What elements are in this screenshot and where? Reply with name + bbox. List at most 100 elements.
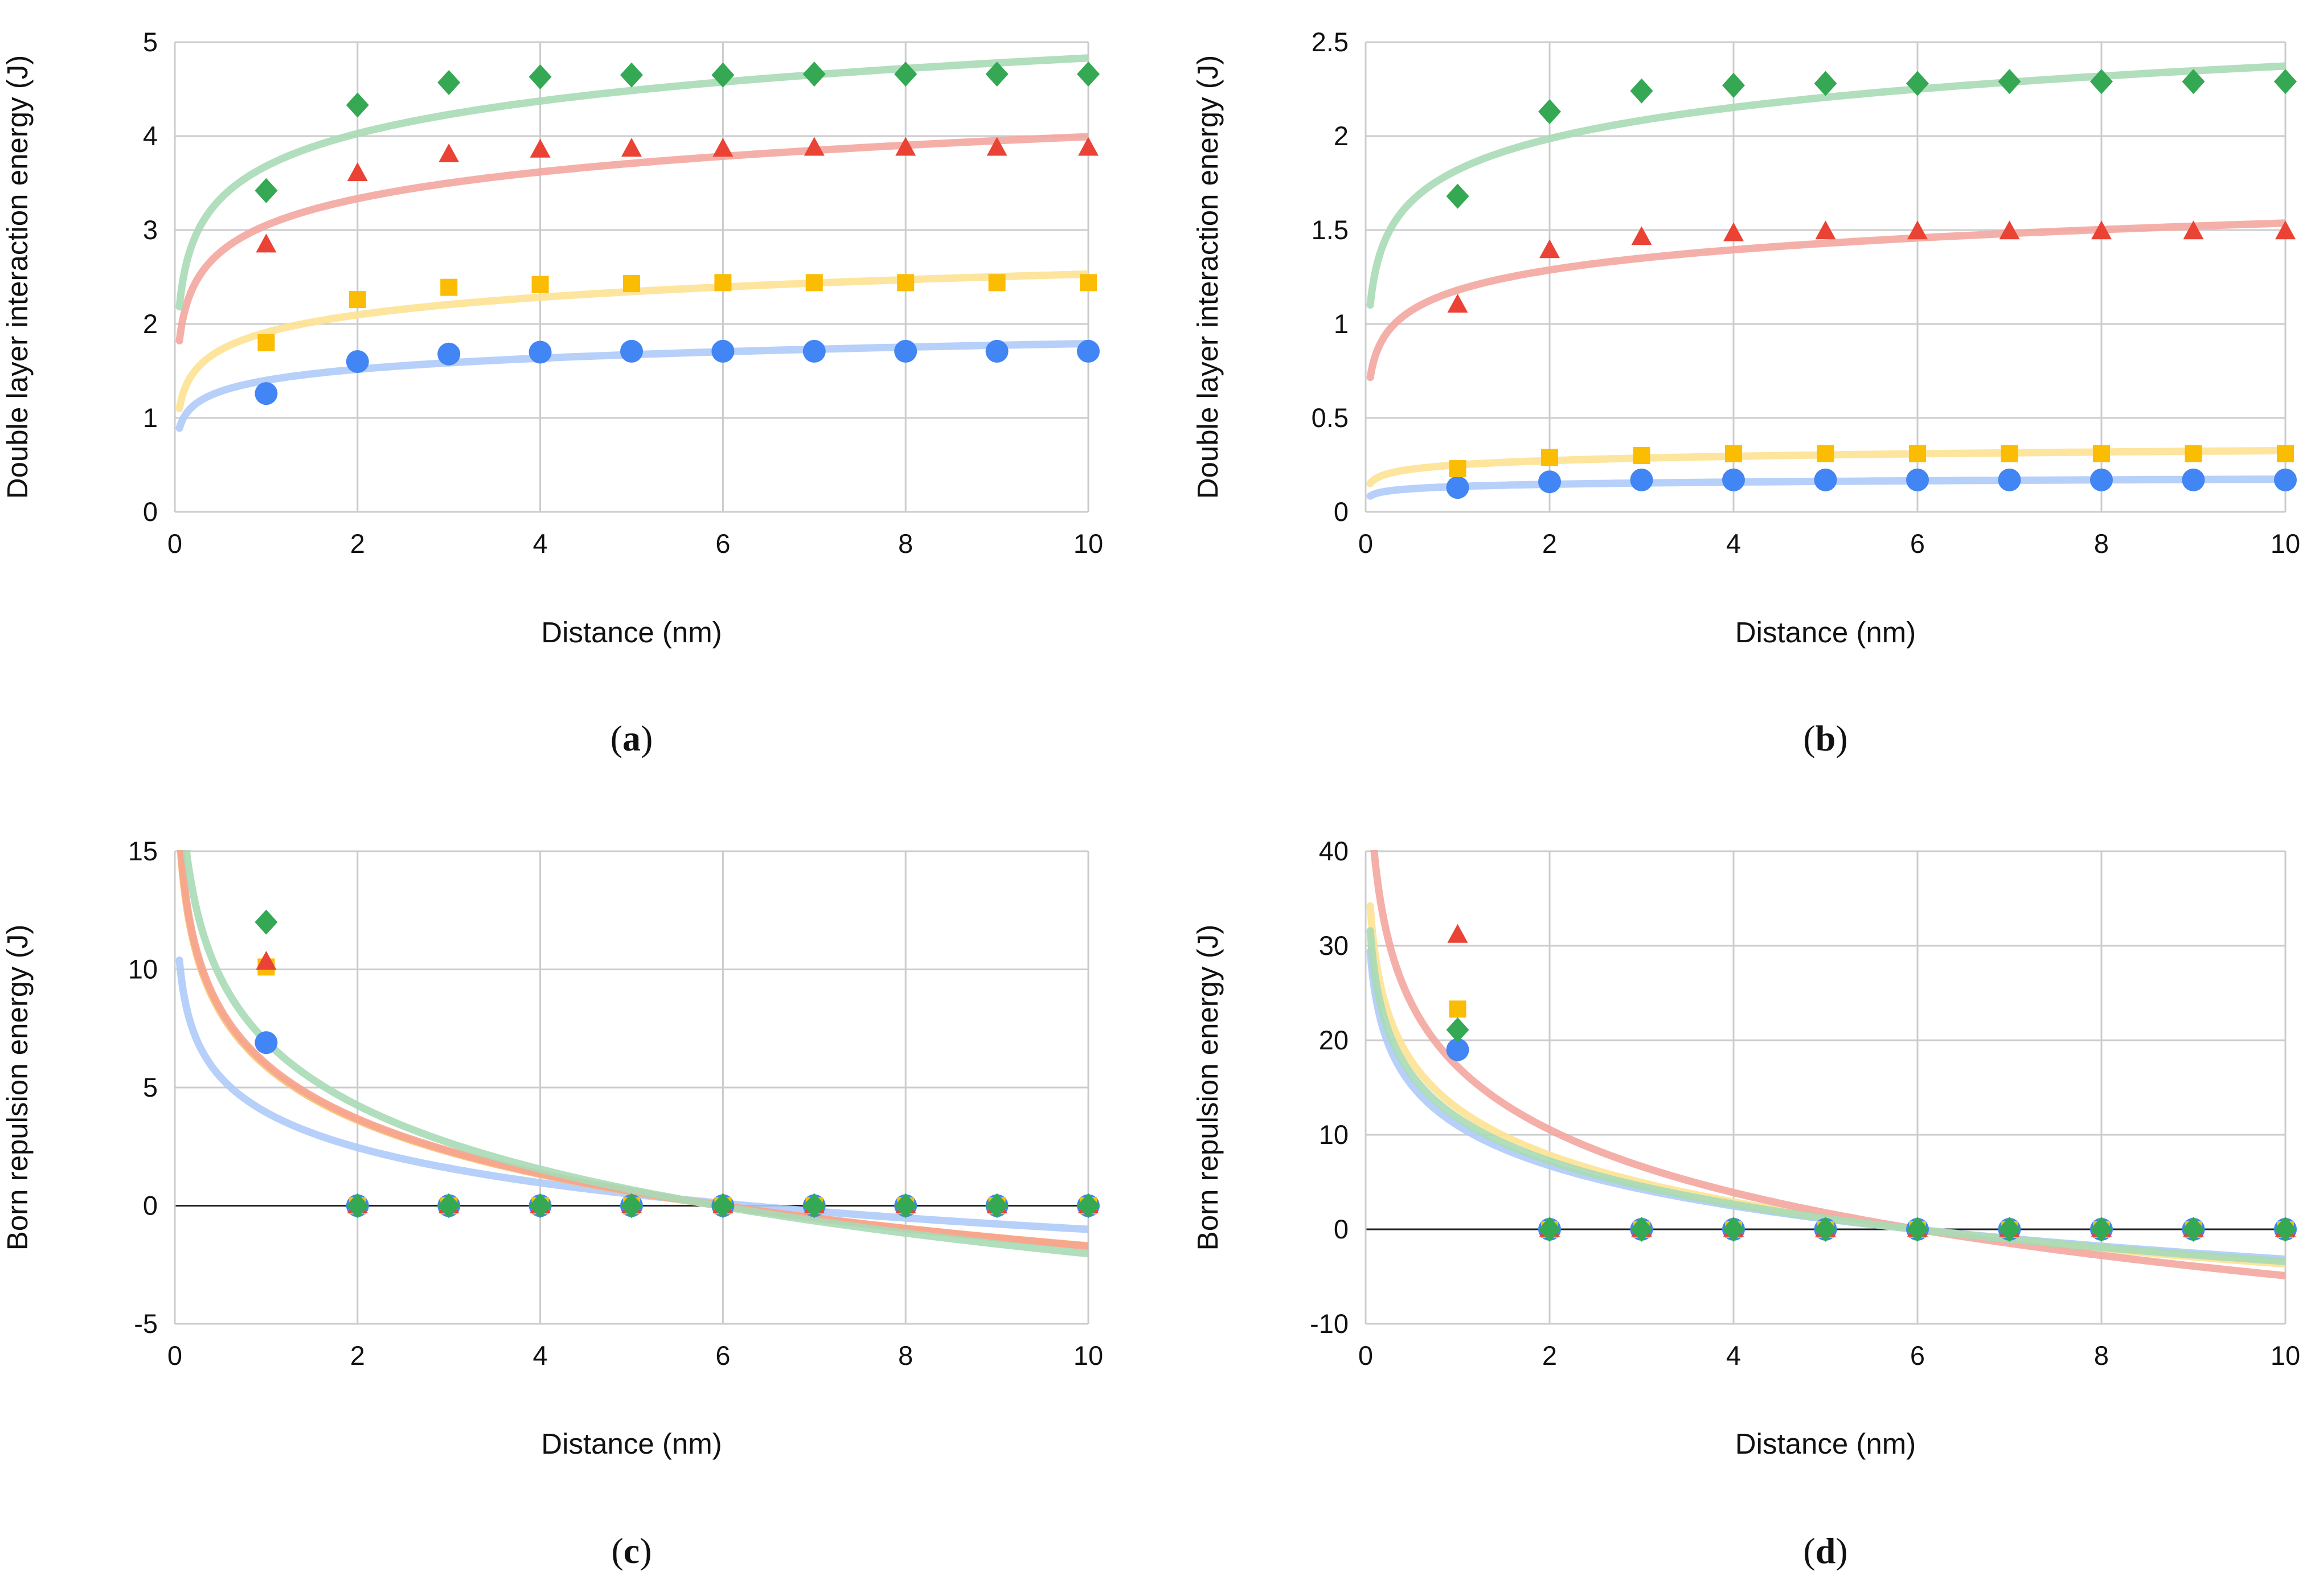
x-tick-label: 0 [167, 528, 182, 559]
data-point-yellow [1909, 445, 1926, 462]
trendline-green [182, 850, 1088, 1258]
x-tick-label: 2 [1542, 528, 1557, 559]
data-point-blue [1446, 1038, 1469, 1061]
data-point-yellow [1541, 449, 1558, 466]
data-point-blue [2182, 468, 2205, 491]
x-tick-label: 10 [2271, 1340, 2300, 1371]
panel-caption: (d) [1803, 1531, 1847, 1571]
y-tick-label: 10 [1319, 1119, 1349, 1150]
data-point-red [530, 138, 551, 158]
data-point-blue [528, 340, 552, 364]
data-point-red [256, 233, 277, 253]
trendline-green [1366, 927, 2285, 1265]
data-point-green [894, 61, 917, 87]
data-point-blue [1446, 476, 1469, 499]
panel-a: 0 1 2 3 4 5 0 2 4 6 8 10 Distance (nm) Double layer i… [1, 27, 1103, 758]
x-tick-label: 2 [350, 1340, 365, 1371]
trendline-red [175, 133, 1088, 344]
data-point-blue [255, 1031, 278, 1055]
data-point-green [528, 1193, 552, 1218]
panel-b: 0 0.5 1 1.5 2 2.5 0 2 4 6 8 10 Distance (nm) Double l… [1191, 27, 2300, 758]
data-point-blue [711, 339, 735, 363]
x-tick-label: 2 [1542, 1340, 1557, 1371]
panel-caption: (c) [611, 1531, 652, 1571]
data-point-red [1447, 294, 1468, 313]
data-point-green [620, 62, 643, 88]
x-tick-label: 8 [898, 1340, 913, 1371]
data-point-blue [1077, 339, 1100, 363]
y-tick-label: -5 [134, 1308, 158, 1339]
x-tick-label: 4 [533, 1340, 548, 1371]
data-point-green [1446, 1017, 1469, 1043]
data-point-green [255, 178, 278, 203]
panel-caption: (a) [610, 718, 653, 758]
data-point-green [1722, 72, 1745, 98]
data-point-yellow [1725, 445, 1742, 462]
data-point-green [1538, 1217, 1561, 1242]
data-point-blue [620, 339, 643, 363]
data-point-red [1539, 239, 1560, 259]
x-tick-label: 10 [1073, 1340, 1103, 1371]
x-tick-label: 0 [1358, 528, 1373, 559]
data-point-red [804, 137, 825, 156]
y-tick-label: 20 [1319, 1025, 1349, 1055]
data-point-blue [346, 350, 369, 373]
panel-d: -10 0 10 20 30 40 0 2 4 6 8 10 Distance (nm) Born rep… [1191, 836, 2300, 1571]
data-point-green [1722, 1217, 1745, 1242]
data-point-green [346, 1193, 369, 1218]
x-tick-label: 8 [2094, 1340, 2109, 1371]
trendline-yellow [177, 850, 1088, 1250]
data-point-green [1814, 71, 1837, 96]
y-tick-label: 1 [143, 403, 158, 433]
y-axis-title: Double layer interaction energy (J) [1191, 55, 1224, 499]
x-axis-title: Distance (nm) [541, 616, 722, 649]
data-point-yellow [1080, 274, 1097, 292]
trendline-red [177, 850, 1088, 1250]
data-point-green [802, 1193, 826, 1218]
panel-c: -5 0 5 10 15 0 2 4 6 8 10 Distance (nm) Born repulsi… [1, 836, 1103, 1571]
data-point-green [346, 92, 369, 118]
trendline-yellow [1366, 446, 2285, 487]
x-tick-label: 10 [2271, 528, 2300, 559]
data-point-yellow [440, 278, 458, 296]
data-point-yellow [988, 274, 1006, 292]
data-point-green [255, 909, 278, 935]
data-point-green [1077, 1193, 1100, 1218]
data-point-yellow [1449, 1000, 1466, 1018]
data-point-blue [894, 339, 917, 363]
trendline-red [1366, 219, 2285, 381]
data-point-green [2274, 1217, 2297, 1242]
data-point-red [1631, 226, 1652, 245]
x-tick-label: 2 [350, 528, 365, 559]
y-tick-label: 40 [1319, 836, 1349, 866]
data-point-blue [255, 382, 278, 405]
y-tick-label: 0 [143, 497, 158, 527]
data-point-green [1998, 1217, 2021, 1242]
x-tick-label: 6 [1910, 1340, 1925, 1371]
y-tick-label: 5 [143, 27, 158, 57]
data-point-red [1723, 222, 1744, 241]
data-point-blue [437, 342, 461, 366]
x-tick-label: 8 [2094, 528, 2109, 559]
data-point-blue [1998, 468, 2021, 491]
trendline-blue [1366, 475, 2285, 500]
data-point-blue [1906, 468, 1929, 491]
x-axis-title: Distance (nm) [541, 1427, 722, 1460]
data-point-yellow [1817, 445, 1834, 462]
trendline-green [175, 54, 1088, 311]
data-point-red [1447, 924, 1468, 943]
y-tick-label: 2 [1334, 121, 1349, 151]
data-point-green [985, 61, 1009, 87]
data-point-blue [2274, 468, 2297, 491]
data-point-red [895, 137, 916, 156]
x-tick-label: 6 [715, 528, 730, 559]
trendline-blue [175, 956, 1088, 1233]
data-point-red [1907, 220, 1928, 240]
x-axis-title: Distance (nm) [1735, 1427, 1916, 1460]
x-tick-label: 4 [1726, 528, 1741, 559]
data-point-green [1906, 1217, 1929, 1242]
data-point-red [986, 137, 1007, 156]
trendline-blue [175, 339, 1088, 432]
trendline-red [1370, 850, 2285, 1279]
data-point-red [1815, 220, 1836, 240]
